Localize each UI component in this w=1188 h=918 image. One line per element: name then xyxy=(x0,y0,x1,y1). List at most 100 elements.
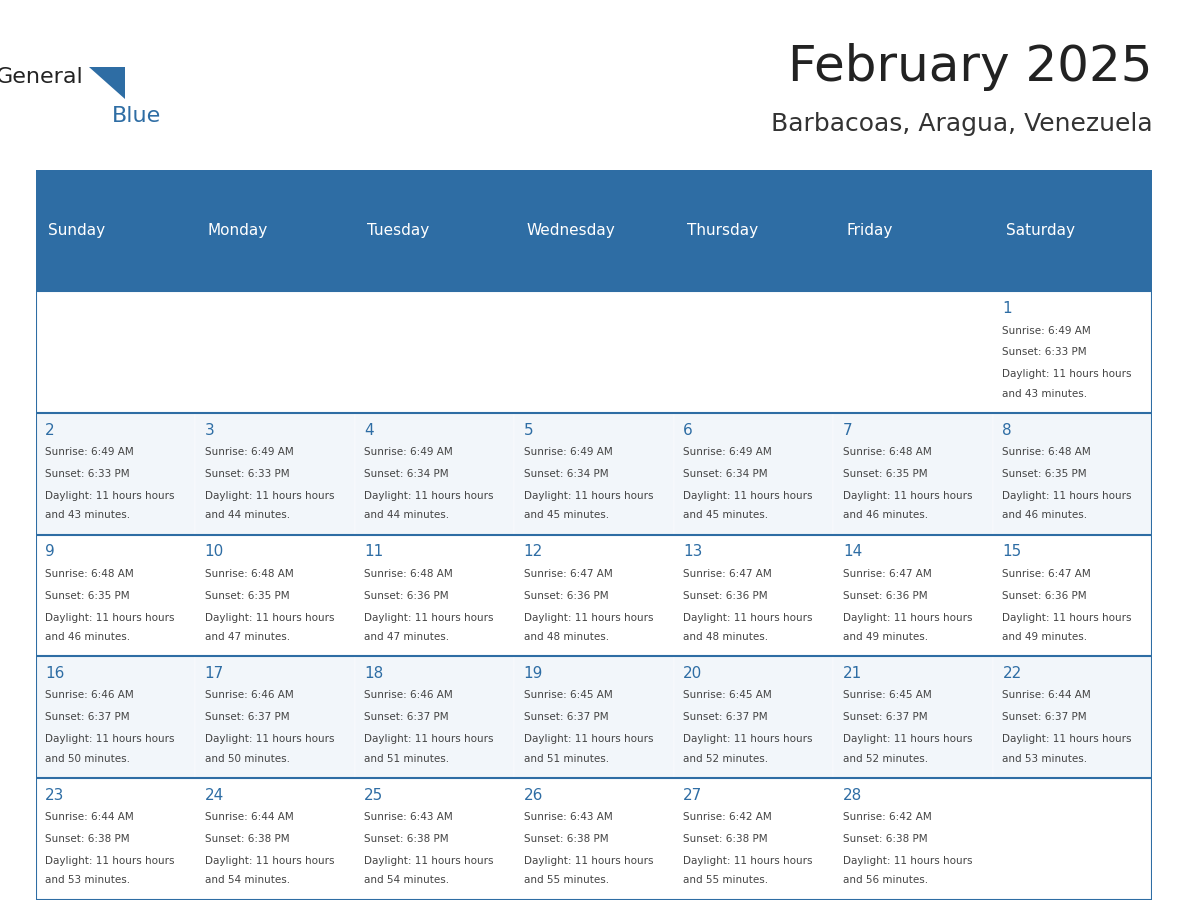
Text: and 49 minutes.: and 49 minutes. xyxy=(1003,632,1087,642)
Text: Sunrise: 6:49 AM: Sunrise: 6:49 AM xyxy=(204,447,293,457)
Bar xyxy=(514,656,674,778)
Text: 9: 9 xyxy=(45,544,55,559)
Text: Sunset: 6:38 PM: Sunset: 6:38 PM xyxy=(524,834,608,844)
Bar xyxy=(195,413,355,534)
Text: and 48 minutes.: and 48 minutes. xyxy=(683,632,769,642)
Text: Sunrise: 6:48 AM: Sunrise: 6:48 AM xyxy=(204,569,293,578)
Text: Sunset: 6:35 PM: Sunset: 6:35 PM xyxy=(1003,469,1087,479)
Text: Sunset: 6:34 PM: Sunset: 6:34 PM xyxy=(365,469,449,479)
Bar xyxy=(195,778,355,900)
Text: Sunrise: 6:48 AM: Sunrise: 6:48 AM xyxy=(842,447,931,457)
Text: 8: 8 xyxy=(1003,423,1012,438)
Text: and 50 minutes.: and 50 minutes. xyxy=(45,754,131,764)
Text: and 50 minutes.: and 50 minutes. xyxy=(204,754,290,764)
Text: Sunset: 6:37 PM: Sunset: 6:37 PM xyxy=(204,712,290,722)
Text: and 45 minutes.: and 45 minutes. xyxy=(683,510,769,521)
Text: Sunset: 6:34 PM: Sunset: 6:34 PM xyxy=(683,469,767,479)
Text: and 46 minutes.: and 46 minutes. xyxy=(1003,510,1087,521)
Text: Daylight: 11 hours hours: Daylight: 11 hours hours xyxy=(365,734,494,744)
Bar xyxy=(514,534,674,656)
Text: Sunrise: 6:45 AM: Sunrise: 6:45 AM xyxy=(524,690,613,700)
Text: Daylight: 11 hours hours: Daylight: 11 hours hours xyxy=(365,856,494,866)
Text: Daylight: 11 hours hours: Daylight: 11 hours hours xyxy=(204,734,334,744)
Text: and 52 minutes.: and 52 minutes. xyxy=(842,754,928,764)
Text: 16: 16 xyxy=(45,666,64,681)
Bar xyxy=(674,656,833,778)
Text: Daylight: 11 hours hours: Daylight: 11 hours hours xyxy=(1003,734,1132,744)
Text: February 2025: February 2025 xyxy=(788,43,1152,92)
Text: 6: 6 xyxy=(683,423,693,438)
Text: Saturday: Saturday xyxy=(1005,223,1075,238)
Text: 2: 2 xyxy=(45,423,55,438)
Bar xyxy=(36,778,195,900)
Text: Sunset: 6:33 PM: Sunset: 6:33 PM xyxy=(45,469,129,479)
Text: Sunrise: 6:46 AM: Sunrise: 6:46 AM xyxy=(45,690,134,700)
Bar xyxy=(36,413,195,534)
Text: Daylight: 11 hours hours: Daylight: 11 hours hours xyxy=(524,612,653,622)
Text: 24: 24 xyxy=(204,788,225,802)
Bar xyxy=(993,534,1152,656)
Text: Sunset: 6:35 PM: Sunset: 6:35 PM xyxy=(842,469,928,479)
Bar xyxy=(674,534,833,656)
Text: Daylight: 11 hours hours: Daylight: 11 hours hours xyxy=(365,491,494,501)
Bar xyxy=(993,292,1152,413)
Text: 19: 19 xyxy=(524,666,543,681)
Text: Sunset: 6:37 PM: Sunset: 6:37 PM xyxy=(1003,712,1087,722)
Text: 20: 20 xyxy=(683,666,702,681)
Bar xyxy=(514,413,674,534)
Bar xyxy=(674,413,833,534)
Text: Sunset: 6:38 PM: Sunset: 6:38 PM xyxy=(842,834,928,844)
Text: 18: 18 xyxy=(365,666,384,681)
Text: Thursday: Thursday xyxy=(687,223,758,238)
Text: Daylight: 11 hours hours: Daylight: 11 hours hours xyxy=(204,491,334,501)
Text: 17: 17 xyxy=(204,666,225,681)
Text: 3: 3 xyxy=(204,423,215,438)
Text: and 43 minutes.: and 43 minutes. xyxy=(1003,389,1087,398)
Text: Daylight: 11 hours hours: Daylight: 11 hours hours xyxy=(204,856,334,866)
Bar xyxy=(355,656,514,778)
Text: Barbacoas, Aragua, Venezuela: Barbacoas, Aragua, Venezuela xyxy=(771,112,1152,136)
Text: Daylight: 11 hours hours: Daylight: 11 hours hours xyxy=(842,612,972,622)
Bar xyxy=(993,413,1152,534)
Text: Sunrise: 6:47 AM: Sunrise: 6:47 AM xyxy=(1003,569,1091,578)
Text: 27: 27 xyxy=(683,788,702,802)
Text: Sunrise: 6:45 AM: Sunrise: 6:45 AM xyxy=(683,690,772,700)
Bar xyxy=(195,656,355,778)
Text: Sunrise: 6:47 AM: Sunrise: 6:47 AM xyxy=(842,569,931,578)
Text: 11: 11 xyxy=(365,544,384,559)
Text: and 53 minutes.: and 53 minutes. xyxy=(1003,754,1087,764)
Text: Sunset: 6:38 PM: Sunset: 6:38 PM xyxy=(45,834,129,844)
Polygon shape xyxy=(89,67,125,98)
Text: Monday: Monday xyxy=(208,223,268,238)
Text: Sunrise: 6:49 AM: Sunrise: 6:49 AM xyxy=(683,447,772,457)
Text: and 55 minutes.: and 55 minutes. xyxy=(683,876,769,885)
Text: General: General xyxy=(0,67,83,87)
Text: Tuesday: Tuesday xyxy=(367,223,430,238)
Text: Daylight: 11 hours hours: Daylight: 11 hours hours xyxy=(1003,369,1132,379)
Bar xyxy=(36,656,195,778)
Text: 7: 7 xyxy=(842,423,853,438)
Bar xyxy=(355,292,514,413)
Text: and 47 minutes.: and 47 minutes. xyxy=(204,632,290,642)
Text: 4: 4 xyxy=(365,423,374,438)
Text: 26: 26 xyxy=(524,788,543,802)
Bar xyxy=(833,413,993,534)
Text: 13: 13 xyxy=(683,544,703,559)
Text: Daylight: 11 hours hours: Daylight: 11 hours hours xyxy=(204,612,334,622)
Text: Daylight: 11 hours hours: Daylight: 11 hours hours xyxy=(45,856,175,866)
Text: and 53 minutes.: and 53 minutes. xyxy=(45,876,131,885)
Text: Daylight: 11 hours hours: Daylight: 11 hours hours xyxy=(1003,612,1132,622)
Text: Daylight: 11 hours hours: Daylight: 11 hours hours xyxy=(683,856,813,866)
Text: Sunset: 6:35 PM: Sunset: 6:35 PM xyxy=(204,590,290,600)
Text: and 46 minutes.: and 46 minutes. xyxy=(842,510,928,521)
Text: Sunset: 6:36 PM: Sunset: 6:36 PM xyxy=(524,590,608,600)
Text: 22: 22 xyxy=(1003,666,1022,681)
Text: Sunrise: 6:42 AM: Sunrise: 6:42 AM xyxy=(842,812,931,822)
Text: Daylight: 11 hours hours: Daylight: 11 hours hours xyxy=(683,612,813,622)
Text: Sunset: 6:37 PM: Sunset: 6:37 PM xyxy=(842,712,928,722)
Bar xyxy=(36,534,195,656)
Bar xyxy=(833,292,993,413)
Text: Sunrise: 6:42 AM: Sunrise: 6:42 AM xyxy=(683,812,772,822)
Text: Sunrise: 6:46 AM: Sunrise: 6:46 AM xyxy=(365,690,453,700)
Text: 23: 23 xyxy=(45,788,64,802)
